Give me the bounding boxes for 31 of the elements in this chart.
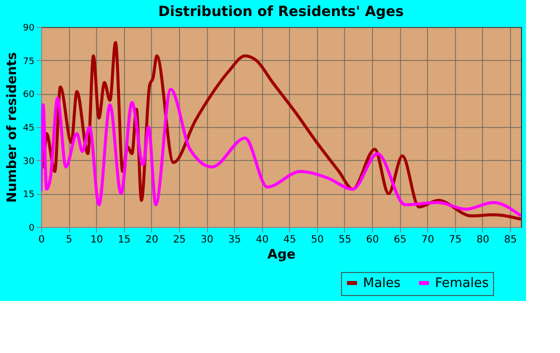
x-tick-label: 55: [338, 234, 352, 246]
x-tick-label: 25: [173, 234, 186, 246]
chart-title: Distribution of Residents' Ages: [158, 4, 404, 20]
x-tick-label: 45: [283, 234, 296, 246]
y-tick-label: 15: [23, 190, 34, 200]
x-tick-label: 85: [504, 234, 517, 246]
legend-label: Females: [435, 276, 490, 291]
x-tick-label: 10: [90, 234, 104, 246]
y-axis-title: Number of residents: [5, 52, 20, 203]
x-tick-label: 15: [118, 234, 131, 246]
y-tick-label: 45: [23, 124, 34, 134]
x-axis-title: Age: [267, 248, 296, 262]
x-tick-label: 60: [366, 234, 379, 246]
x-tick-label: 80: [476, 234, 490, 246]
x-tick-label: 70: [421, 234, 434, 246]
x-tick-label: 65: [394, 234, 406, 246]
x-tick-label: 35: [228, 234, 241, 246]
y-tick-label: 60: [23, 90, 35, 100]
x-tick-label: 20: [145, 234, 158, 246]
y-tick-label: 0: [28, 224, 35, 234]
y-tick-label: 90: [23, 24, 35, 34]
x-tick-label: 40: [256, 234, 269, 246]
x-tick-label: 75: [448, 234, 462, 246]
y-tick-label: 75: [23, 56, 34, 67]
legend-label: Males: [363, 276, 401, 291]
x-tick-label: 50: [310, 234, 324, 246]
x-tick-label: 30: [200, 234, 214, 246]
x-tick-label: 0: [38, 234, 45, 246]
line-series: [41, 88, 521, 218]
y-tick-label: 30: [23, 156, 35, 167]
x-tick-label: 5: [66, 234, 72, 246]
